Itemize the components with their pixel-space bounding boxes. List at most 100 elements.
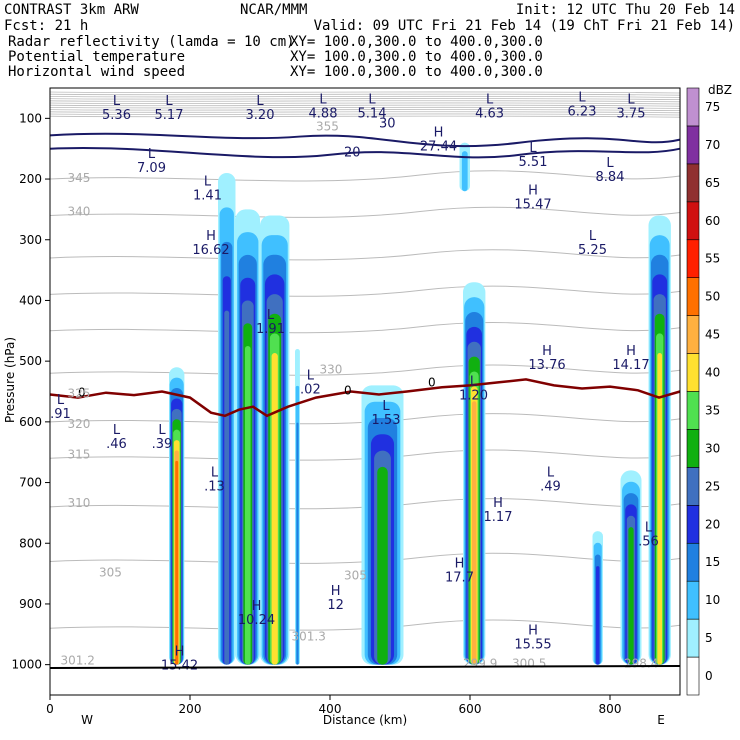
terrain-line [49,665,681,669]
extremum-value: 17.7 [445,571,474,586]
extremum-value: 8.84 [596,170,625,185]
theta-contour [49,98,681,100]
extremum-marker: H [626,344,636,359]
colorbar-swatch [686,163,700,203]
colorbar-label: 60 [705,214,720,228]
extremum-marker: L [486,92,494,107]
reflectivity-cell [628,527,634,665]
center-title: NCAR/MMM [240,2,307,18]
extremum-value: 5.25 [578,243,607,258]
colorbar-swatch [686,87,700,127]
theta-contour [49,104,681,107]
theta-contour [49,285,681,297]
reflectivity-cell [596,566,600,665]
field-name: Potential temperature [8,49,185,65]
colorbar-swatch [686,315,700,354]
reflectivity-cell [471,401,477,665]
colorbar-unit: dBZ [708,83,732,97]
colorbar-label: 40 [705,366,720,380]
reflectivity-cell [244,345,251,665]
colorbar-swatch [686,542,700,582]
colorbar-label: 25 [705,479,720,493]
extremum-marker: H [252,599,262,614]
theta-contour [49,364,681,376]
colorbar-swatch [686,505,700,544]
colorbar-label: 30 [705,441,720,455]
theta-label: 301.2 [61,654,95,668]
extremum-marker: L [547,466,555,481]
reflectivity-cell [175,460,179,665]
theta-contour [49,106,681,109]
extremum-marker: L [256,94,264,109]
extremum-marker: L [211,466,219,481]
extremum-marker: H [528,623,538,638]
extremum-value: 13.76 [528,358,565,373]
colorbar-label: 10 [705,593,720,607]
wind-contour-label: 20 [344,146,361,161]
plot-frame [49,87,681,696]
extremum-value: .56 [638,534,659,549]
extremum-marker: H [331,584,341,599]
theta-label: 310 [68,496,91,510]
extremum-marker: L [158,423,166,438]
extremum-value: 3.75 [617,106,646,121]
colorbar-label: 35 [705,403,720,417]
colorbar-label: 0 [705,669,713,683]
extremum-marker: L [267,308,275,323]
extremum-marker: H [455,557,465,572]
x-axis-label: Distance (km) [323,713,407,727]
colorbar-swatch [686,277,700,316]
extremum-value: 1.91 [256,322,285,337]
extremum-marker: L [606,156,614,171]
theta-contour [49,449,681,461]
theta-contour [49,115,681,118]
reflectivity-cell [657,353,663,665]
x-tick-label: 800 [599,702,622,716]
extremum-marker: L [627,92,635,107]
freezing-level: 0 0 0 [49,375,681,418]
model-title: CONTRAST 3km ARW [4,2,139,18]
wind-contour-label: 30 [379,116,396,131]
y-tick-label: 1000 [11,658,42,672]
extremum-value: 3.20 [246,108,275,123]
theta-label: 315 [68,447,91,461]
y-tick-label: 500 [19,354,42,368]
colorbar-label: 15 [705,555,720,569]
colorbar-swatch [686,618,700,658]
reflectivity-cell [224,310,230,665]
freezing-level-label: 0 [78,386,86,400]
field-name: Horizontal wind speed [8,64,185,80]
theta-label: 300.5 [512,657,546,671]
theta-contour [49,100,681,103]
extremum-value: 1.41 [193,188,222,203]
freezing-level-label: 0 [344,383,352,397]
potential-temperature-contours [49,91,681,631]
field-name: Radar reflectivity (lamda = 10 cm) [8,34,295,50]
extremum-marker: L [589,229,597,244]
theta-contour [49,111,681,114]
theta-label: 320 [68,417,91,431]
colorbar-swatch [686,353,700,392]
init-time: Init: 12 UTC Thu 20 Feb 14 [516,2,735,18]
theta-contour [49,249,681,261]
x-tick-label: 0 [46,702,54,716]
extremum-value: 16.62 [192,243,229,258]
extremum-value: 5.51 [519,155,548,170]
extremum-value: .02 [300,383,321,398]
colorbar-swatch [686,580,700,620]
extremum-marker: H [206,229,216,244]
extremum-value: 10.24 [238,613,275,628]
theta-label: 345 [68,171,91,185]
colorbar: 0 5 10 15 20 25 30 35 40 45 50 55 60 65 70 75 [686,87,720,696]
extremum-value: 12 [327,598,344,613]
theta-contour [49,113,681,116]
extremum-value: 15.55 [514,637,551,652]
colorbar-label: 50 [705,290,720,304]
theta-label: 298.4 [624,657,658,671]
x-tick-label: 600 [459,702,482,716]
extremum-marker: L [470,375,478,390]
extremum-marker: L [529,141,537,156]
theta-label: 340 [68,204,91,218]
y-tick-label: 100 [19,111,42,125]
